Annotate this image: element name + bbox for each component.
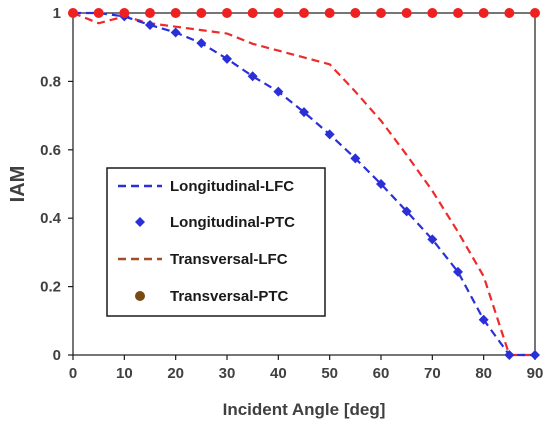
data-point-transversal-ptc [299,8,309,18]
data-point-longitudinal-ptc [530,350,540,360]
data-point-longitudinal-ptc [401,206,412,217]
y-axis-title: IAM [7,166,29,203]
series-layer [68,8,540,360]
data-point-longitudinal-ptc [222,53,232,64]
legend-label: Longitudinal-PTC [170,214,295,231]
x-tick-label: 10 [116,365,133,382]
y-tick-label: 0.4 [40,210,62,227]
x-tick-label: 70 [424,365,441,382]
data-point-transversal-ptc [324,8,335,18]
data-point-transversal-ptc [478,8,489,18]
legend-symbol-diamond [135,217,145,227]
legend: Longitudinal-LFC Longitudinal-PTC Transver… [106,167,326,317]
data-point-longitudinal-ptc [196,38,207,49]
x-tick-label: 0 [69,365,77,382]
data-point-longitudinal-ptc [299,107,309,118]
data-point-longitudinal-ptc [324,129,335,140]
data-point-transversal-ptc [530,8,540,18]
x-tick-label: 80 [475,365,492,382]
data-point-transversal-ptc [376,8,386,18]
data-point-longitudinal-ptc [273,86,284,97]
data-point-transversal-ptc [401,8,412,18]
x-tick-label: 50 [321,365,338,382]
data-point-transversal-ptc [222,8,232,18]
y-tick-label: 0.2 [40,279,61,296]
data-point-transversal-ptc [427,8,438,18]
data-point-longitudinal-ptc [145,19,155,30]
data-point-transversal-ptc [119,8,130,18]
data-point-longitudinal-ptc [504,350,515,360]
data-point-longitudinal-ptc [170,27,181,38]
data-point-transversal-ptc [453,8,463,18]
data-point-transversal-ptc [170,8,181,18]
data-point-transversal-ptc [350,8,361,18]
data-point-transversal-ptc [504,8,515,18]
x-tick-label: 30 [219,365,236,382]
x-tick-label: 40 [270,365,287,382]
data-point-transversal-ptc [247,8,258,18]
x-tick-label: 90 [527,365,544,382]
y-tick-label: 0 [53,347,61,364]
legend-symbol-circle [135,291,145,301]
data-point-transversal-ptc [93,8,104,18]
legend-label: Transversal-LFC [170,251,288,268]
x-tick-label: 60 [373,365,390,382]
data-point-transversal-ptc [68,8,78,18]
data-point-transversal-ptc [273,8,284,18]
data-point-longitudinal-ptc [453,266,463,277]
data-point-longitudinal-ptc [427,234,438,245]
data-point-longitudinal-ptc [376,179,386,189]
tick-layer: 0 10 20 30 40 50 60 70 80 90 0 0.2 0.4 0.6 0.8 1 [40,5,543,382]
data-point-transversal-ptc [196,8,207,18]
x-tick-label: 20 [167,365,184,382]
legend-label: Transversal-PTC [170,288,289,305]
data-point-longitudinal-ptc [478,314,489,325]
data-point-transversal-ptc [145,8,155,18]
x-axis-title: Incident Angle [deg] [223,400,386,419]
data-point-longitudinal-ptc [350,153,361,164]
legend-label: Longitudinal-LFC [170,178,294,195]
y-tick-label: 0.6 [40,142,61,159]
data-point-longitudinal-ptc [247,71,258,82]
y-tick-label: 1 [53,5,61,22]
legend-box [106,167,326,317]
y-tick-label: 0.8 [40,73,61,90]
